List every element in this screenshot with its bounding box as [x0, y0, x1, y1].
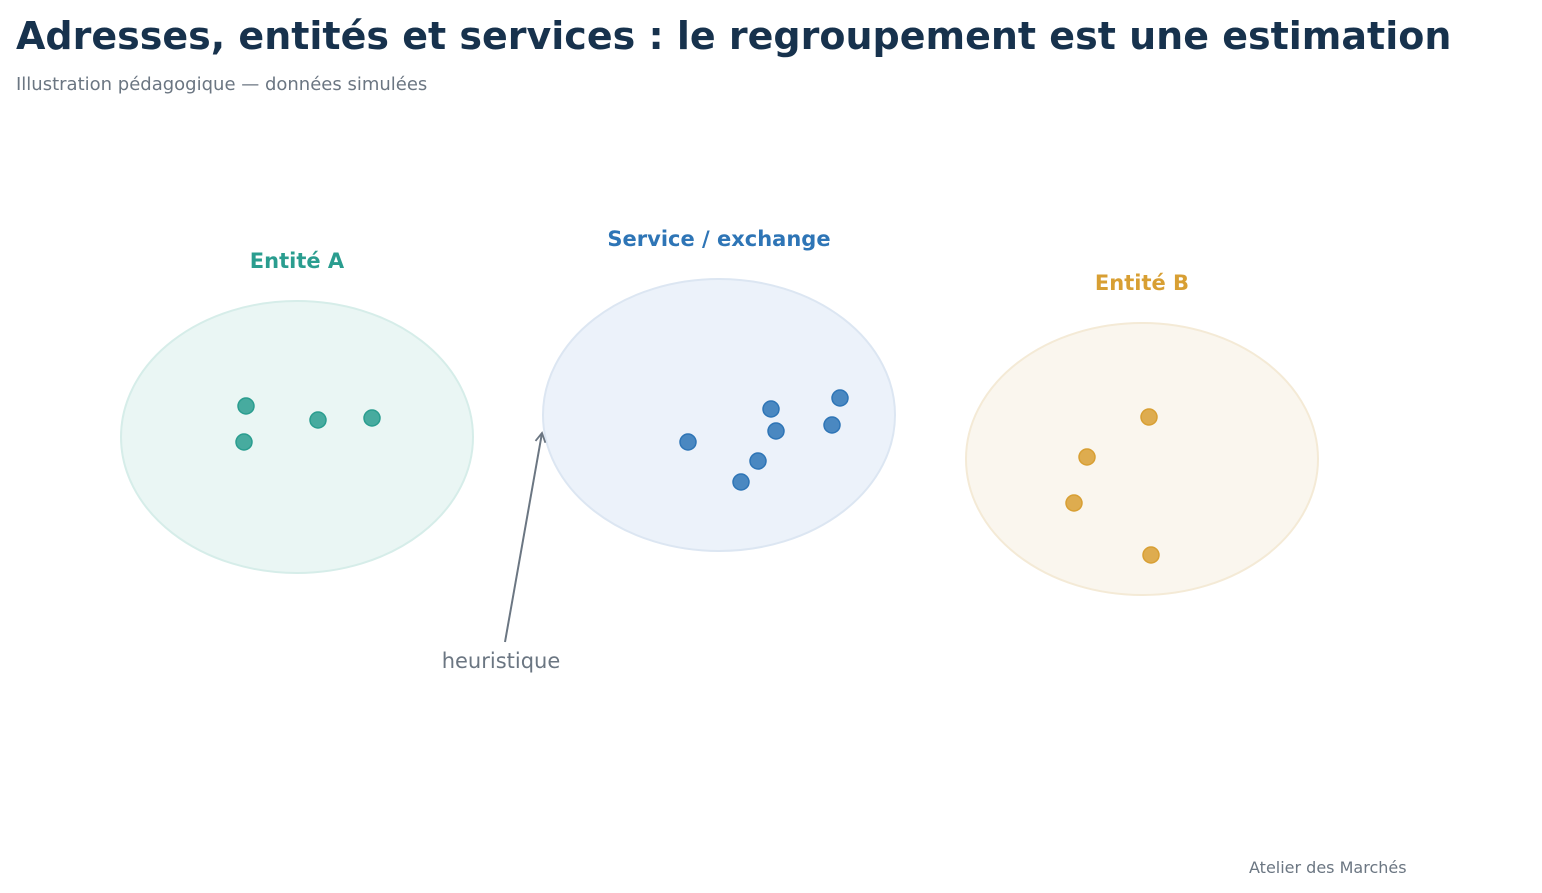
page-subtitle: Illustration pédagogique — données simul…: [16, 74, 428, 95]
address-dot: [831, 389, 849, 407]
address-dot: [749, 452, 767, 470]
address-dot: [1142, 546, 1160, 564]
cluster-entity-a-label: Entité A: [250, 249, 345, 273]
cluster-service-exchange: Service / exchange: [542, 227, 896, 552]
address-dot: [732, 473, 750, 491]
address-dot: [237, 397, 255, 415]
cluster-entity-a: Entité A: [120, 249, 474, 574]
cluster-entity-b-region: [965, 322, 1319, 596]
cluster-entity-b-label: Entité B: [1095, 271, 1189, 295]
address-dot: [1140, 408, 1158, 426]
heuristic-arrow: [504, 431, 547, 643]
heuristic-label: heuristique: [442, 649, 561, 673]
heuristic-annotation: heuristique: [442, 431, 561, 673]
cluster-service-exchange-label: Service / exchange: [607, 227, 830, 251]
cluster-service-exchange-region: [542, 278, 896, 552]
address-dot: [235, 433, 253, 451]
address-dot: [309, 411, 327, 429]
address-dot: [762, 400, 780, 418]
cluster-entity-a-region: [120, 300, 474, 574]
address-dot: [1078, 448, 1096, 466]
credit-label: Atelier des Marchés: [1249, 858, 1407, 877]
page-title: Adresses, entités et services : le regro…: [16, 14, 1452, 58]
address-dot: [767, 422, 785, 440]
cluster-entity-b: Entité B: [965, 271, 1319, 596]
address-dot: [363, 409, 381, 427]
address-dot: [679, 433, 697, 451]
address-dot: [1065, 494, 1083, 512]
address-dot: [823, 416, 841, 434]
